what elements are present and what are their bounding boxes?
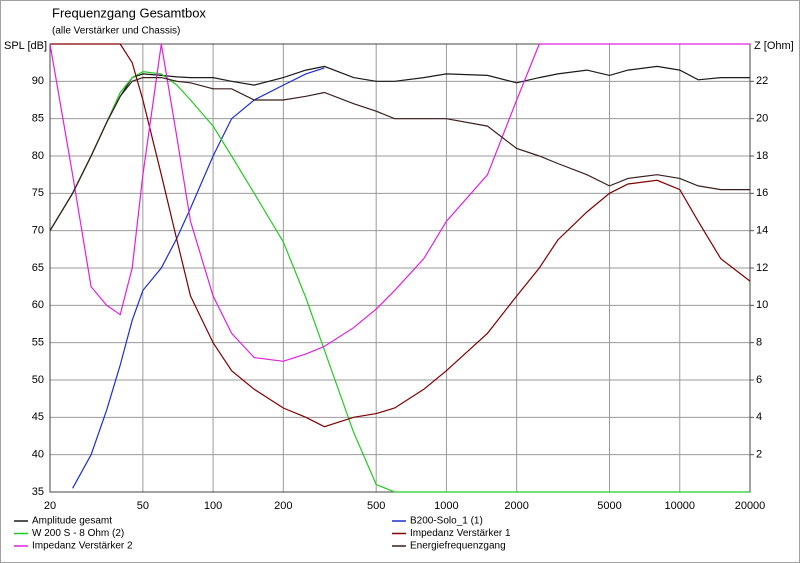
chart-title: Frequenzgang Gesamtbox <box>52 5 206 20</box>
y-tick-label: 50 <box>32 374 44 386</box>
series-line <box>50 43 751 428</box>
y2-axis-label: Z [Ohm] <box>754 40 794 52</box>
y2-tick-label: 20 <box>756 113 768 125</box>
legend-label: Impedanz Verstärker 2 <box>32 541 133 552</box>
legend-label: W 200 S - 8 Ohm (2) <box>32 528 124 539</box>
y2-tick-label: 10 <box>756 299 768 311</box>
y2-tick-label: 8 <box>756 337 762 349</box>
x-tick-label: 10000 <box>664 500 695 512</box>
x-tick-label: 500 <box>367 500 385 512</box>
x-tick-label: 50 <box>137 500 149 512</box>
series-line <box>50 43 750 362</box>
y-tick-label: 35 <box>32 486 44 498</box>
y-tick-label: 65 <box>32 262 44 274</box>
y2-tick-label: 22 <box>756 75 768 87</box>
x-tick-label: 5000 <box>597 500 621 512</box>
y2-tick-label: 4 <box>756 411 762 423</box>
legend-label: Impedanz Verstärker 1 <box>410 528 511 539</box>
y-axis-label: SPL [dB] <box>4 40 47 52</box>
plot-lines <box>50 43 751 493</box>
y2-tick-label: 14 <box>756 225 768 237</box>
y-tick-label: 75 <box>32 187 44 199</box>
y-tick-label: 55 <box>32 337 44 349</box>
legend-label: Energiefrequenzgang <box>410 541 506 552</box>
series-line <box>50 77 750 232</box>
y-tick-label: 40 <box>32 449 44 461</box>
legend-label: B200-Solo_1 (1) <box>410 516 483 527</box>
y2-tick-label: 6 <box>756 374 762 386</box>
x-tick-label: 1000 <box>434 500 458 512</box>
y-tick-label: 70 <box>32 225 44 237</box>
y2-tick-label: 12 <box>756 262 768 274</box>
x-tick-label: 100 <box>204 500 222 512</box>
x-tick-label: 20000 <box>735 500 766 512</box>
y-tick-label: 80 <box>32 150 44 162</box>
x-tick-label: 2000 <box>504 500 528 512</box>
y2-tick-label: 2 <box>756 449 762 461</box>
x-tick-label: 200 <box>274 500 292 512</box>
legend-label: Amplitude gesamt <box>32 516 112 527</box>
y2-tick-label: 16 <box>756 187 768 199</box>
chart-subtitle: (alle Verstärker und Chassis) <box>52 26 180 37</box>
y-tick-label: 45 <box>32 411 44 423</box>
y-tick-label: 85 <box>32 113 44 125</box>
y2-tick-label: 18 <box>756 150 768 162</box>
y-tick-label: 90 <box>32 75 44 87</box>
x-tick-label: 20 <box>44 500 56 512</box>
y-tick-label: 60 <box>32 299 44 311</box>
